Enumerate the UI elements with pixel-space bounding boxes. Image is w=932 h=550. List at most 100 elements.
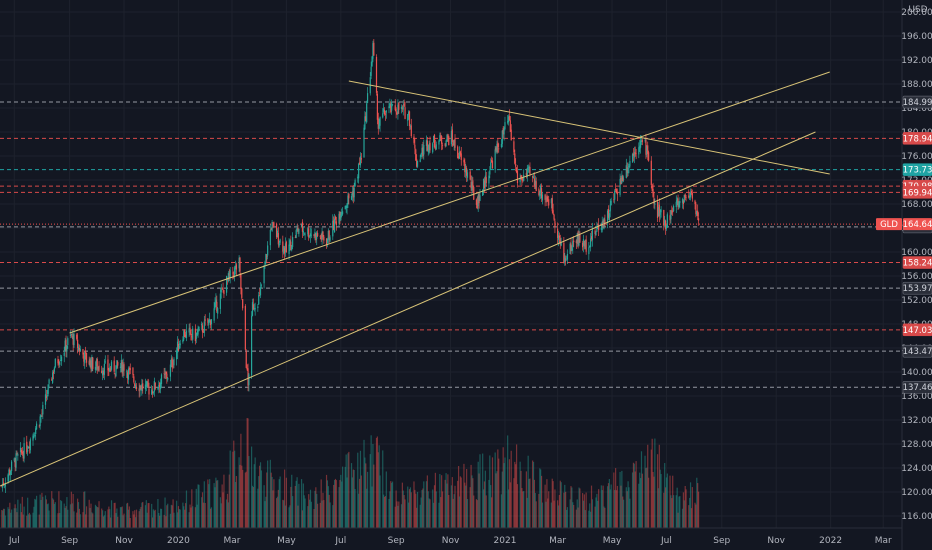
trendline — [69, 71, 830, 334]
volume-bar — [402, 490, 404, 528]
volume-bar — [547, 498, 549, 528]
volume-bar — [300, 479, 303, 528]
volume-bar — [20, 512, 23, 528]
volume-bar — [678, 496, 680, 528]
candle-body — [566, 253, 569, 260]
volume-bar — [469, 487, 471, 528]
candle-body — [344, 205, 346, 210]
current-price-tag: GLD 164.64 — [0, 218, 932, 231]
candle-body — [52, 371, 55, 374]
volume-bar — [240, 433, 242, 528]
candle-body — [247, 368, 249, 386]
volume-bar — [663, 492, 665, 528]
level-price-tag — [902, 281, 932, 295]
price-tick-label: 124.00 — [901, 464, 932, 474]
volume-bar — [184, 503, 187, 528]
candle-body — [38, 425, 40, 427]
candle-body — [366, 103, 368, 123]
volume-bar — [483, 481, 486, 528]
volume-bar — [416, 491, 419, 528]
candle-body — [678, 201, 680, 208]
volume-bar — [127, 509, 130, 528]
volume-bar — [233, 440, 235, 528]
candle-body — [197, 330, 199, 335]
candle-body — [88, 360, 90, 365]
volume-bar — [320, 479, 322, 528]
volume-bar — [22, 514, 24, 528]
candle-body — [621, 175, 623, 184]
volume-bar — [279, 476, 281, 528]
candle-body — [289, 240, 291, 247]
volume-bar — [40, 499, 42, 528]
volume-bar — [404, 499, 406, 528]
volume-bar — [466, 498, 469, 528]
candle-body — [483, 180, 486, 189]
candle-body — [127, 368, 130, 380]
volume-bar — [696, 477, 698, 528]
candle-body — [646, 146, 648, 155]
candle-body — [558, 235, 561, 238]
volume-bar — [152, 509, 155, 528]
candle-body — [625, 165, 627, 178]
volume-bar — [232, 451, 234, 528]
candle-body — [57, 359, 59, 364]
candle-body — [97, 366, 99, 369]
volume-bar — [581, 493, 584, 528]
volume-bar — [46, 504, 48, 528]
candle-body — [169, 364, 172, 377]
candle-body — [328, 230, 330, 239]
volume-bar — [445, 473, 447, 528]
volume-bar — [423, 481, 425, 528]
volume-bar — [575, 509, 577, 528]
volume-bar — [421, 489, 423, 528]
candle-body — [379, 117, 381, 126]
candle-body — [441, 136, 443, 144]
candle-body — [325, 238, 328, 246]
time-axis[interactable]: Jul Sep Nov 2020 Mar May Jul Sep Nov 2021 Mar May Ju… — [8, 536, 892, 546]
candle-body — [210, 319, 213, 325]
volume-bar — [377, 452, 379, 528]
volume-bar — [651, 438, 653, 528]
volume-bar — [451, 477, 453, 528]
price-tick-label: 188.00 — [901, 80, 932, 90]
volume-bar — [373, 464, 375, 528]
candle-body — [322, 231, 324, 237]
volume-bar — [383, 496, 386, 528]
volume-bar — [245, 471, 247, 528]
candle-body — [515, 164, 517, 167]
candle-body — [71, 333, 73, 336]
volume-bar — [189, 504, 191, 528]
candle-body — [631, 154, 634, 163]
volume-bar — [191, 489, 193, 528]
volume-bar — [209, 508, 212, 528]
time-tick-label: Sep — [61, 536, 78, 546]
candle-body — [460, 153, 462, 160]
candle-body — [66, 346, 68, 352]
volume-bar — [97, 507, 99, 528]
volume-bar — [60, 500, 62, 528]
volume-bar — [550, 502, 552, 528]
volume-bar — [173, 512, 175, 528]
volume-bar — [695, 504, 697, 528]
candle-body — [616, 191, 618, 195]
volume-bar — [248, 456, 250, 528]
volume-bar — [535, 501, 537, 528]
volume-bar — [71, 503, 73, 528]
candle-body — [326, 238, 329, 243]
volume-bar — [303, 495, 305, 528]
candle-body — [151, 389, 153, 395]
current-price-box — [903, 218, 932, 231]
candle-body — [415, 149, 417, 161]
candle-body — [313, 234, 315, 236]
volume-bar — [163, 514, 165, 528]
candle-body — [221, 288, 223, 290]
candle-body — [52, 372, 54, 383]
volume-bar — [615, 468, 617, 528]
volume-bar — [292, 496, 294, 528]
candle-body — [590, 238, 592, 248]
volume-bar — [179, 509, 181, 528]
candle-body — [601, 221, 603, 231]
volume-bar — [648, 477, 650, 528]
candle-body — [17, 454, 19, 456]
